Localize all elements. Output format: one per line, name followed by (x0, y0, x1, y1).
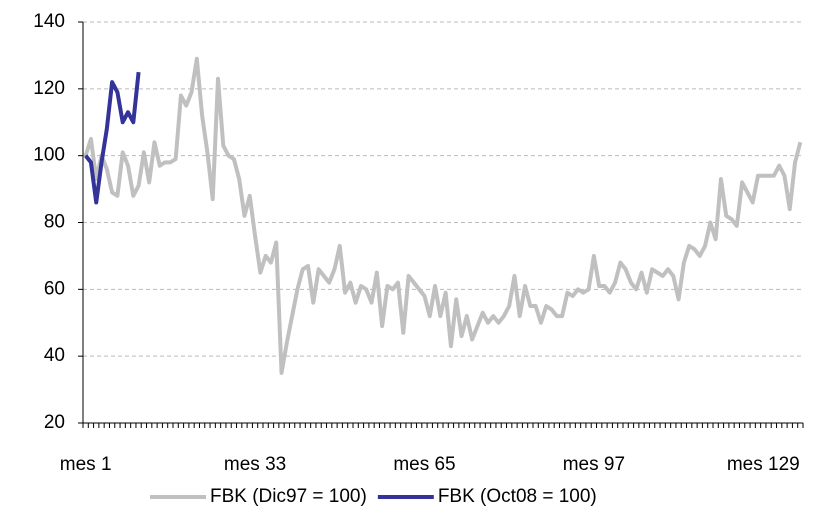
legend-label: FBK (Oct08 = 100) (438, 486, 597, 507)
x-tick-label: mes 65 (393, 454, 455, 475)
legend-label: FBK (Dic97 = 100) (210, 486, 367, 507)
y-tick-label: 40 (44, 345, 65, 366)
x-tick-label: mes 129 (727, 454, 800, 475)
series-line (83, 56, 803, 375)
series-line (84, 71, 141, 205)
y-tick-label: 140 (33, 11, 65, 32)
y-tick-label: 20 (44, 412, 65, 433)
x-tick-label: mes 97 (563, 454, 625, 475)
x-tick-label: mes 1 (60, 454, 112, 475)
x-tick-label: mes 33 (224, 454, 286, 475)
y-tick-label: 80 (44, 212, 65, 233)
y-tick-label: 100 (33, 145, 65, 166)
y-tick-label: 60 (44, 278, 65, 299)
y-tick-label: 120 (33, 78, 65, 99)
